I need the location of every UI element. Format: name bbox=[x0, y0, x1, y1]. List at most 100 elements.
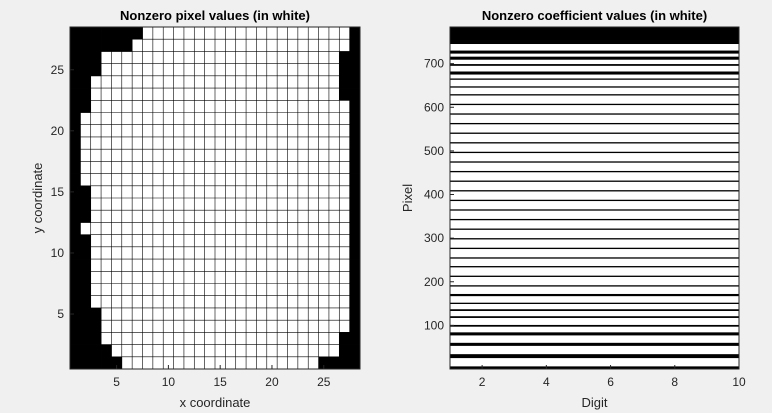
zero-coefficient-band bbox=[450, 342, 739, 346]
zero-pixel-cell bbox=[80, 75, 92, 89]
pixel-x-ticks: 5 10 15 20 25 bbox=[113, 365, 331, 389]
pixel-x-tick-label: 15 bbox=[213, 375, 227, 389]
coefficient-bands bbox=[450, 27, 739, 369]
zero-coefficient-band bbox=[450, 64, 739, 66]
zero-pixel-cell bbox=[70, 88, 81, 101]
zero-pixel-cell bbox=[80, 39, 92, 52]
zero-pixel-cell bbox=[90, 39, 102, 52]
zero-pixel-cell bbox=[349, 307, 361, 321]
zero-coefficient-band bbox=[450, 302, 739, 305]
zero-pixel-cell bbox=[70, 295, 81, 309]
pixel-cells bbox=[70, 27, 361, 370]
zero-coefficient-band bbox=[450, 309, 739, 311]
zero-pixel-cell bbox=[111, 39, 123, 52]
zero-pixel-cell bbox=[339, 356, 350, 370]
zero-coefficient-band bbox=[450, 132, 739, 134]
zero-coefficient-band bbox=[450, 275, 739, 277]
zero-pixel-cell bbox=[70, 332, 81, 345]
zero-pixel-cell bbox=[80, 63, 92, 77]
coefficient-y-axis-label: Pixel bbox=[400, 184, 415, 212]
zero-pixel-cell bbox=[80, 246, 92, 260]
zero-pixel-cell bbox=[80, 320, 92, 333]
zero-pixel-cell bbox=[70, 271, 81, 284]
zero-pixel-cell bbox=[70, 356, 81, 370]
zero-pixel-cell bbox=[349, 332, 361, 345]
zero-pixel-cell bbox=[339, 51, 350, 64]
coefficient-x-tick-label: 8 bbox=[671, 375, 678, 389]
zero-pixel-cell bbox=[70, 173, 81, 187]
zero-pixel-cell bbox=[101, 39, 112, 52]
zero-pixel-cell bbox=[349, 210, 361, 223]
zero-pixel-cell bbox=[70, 63, 81, 77]
zero-coefficient-band bbox=[450, 293, 739, 297]
zero-pixel-cell bbox=[80, 295, 92, 309]
zero-coefficient-band bbox=[450, 103, 739, 106]
coefficient-plot-area bbox=[450, 27, 739, 369]
pixel-y-tick-label: 10 bbox=[51, 246, 65, 260]
zero-pixel-cell bbox=[90, 307, 102, 321]
zero-pixel-cell bbox=[90, 356, 102, 370]
zero-pixel-cell bbox=[349, 100, 361, 113]
zero-pixel-cell bbox=[339, 344, 350, 358]
zero-coefficient-band bbox=[450, 113, 739, 115]
pixel-x-tick-label: 10 bbox=[162, 375, 176, 389]
zero-pixel-cell bbox=[80, 283, 92, 297]
zero-pixel-cell bbox=[80, 198, 92, 211]
zero-pixel-cell bbox=[349, 88, 361, 101]
zero-pixel-cell bbox=[349, 259, 361, 272]
zero-coefficient-band bbox=[450, 50, 739, 54]
zero-pixel-cell bbox=[349, 112, 361, 126]
zero-pixel-cell bbox=[318, 356, 330, 370]
zero-coefficient-band bbox=[450, 257, 739, 259]
zero-pixel-cell bbox=[70, 222, 81, 235]
pixel-gridlines bbox=[70, 27, 360, 369]
zero-pixel-cell bbox=[349, 271, 361, 284]
zero-pixel-cell bbox=[70, 124, 81, 138]
zero-coefficient-band bbox=[450, 180, 739, 182]
coefficient-y-tick-label: 500 bbox=[424, 144, 444, 158]
zero-pixel-cell bbox=[349, 63, 361, 77]
zero-coefficient-band bbox=[450, 71, 739, 75]
zero-pixel-cell bbox=[80, 100, 92, 113]
zero-coefficient-band bbox=[450, 142, 739, 144]
coefficient-x-tick-label: 6 bbox=[607, 375, 614, 389]
zero-coefficient-band bbox=[450, 170, 739, 173]
coefficient-x-tick-label: 4 bbox=[543, 375, 550, 389]
zero-pixel-cell bbox=[111, 27, 123, 40]
coefficient-y-ticks: 100 200 300 400 500 600 700 bbox=[424, 57, 454, 332]
zero-coefficient-band bbox=[450, 218, 739, 221]
zero-pixel-cell bbox=[349, 283, 361, 297]
pixel-plot: 5 10 15 20 25 5 10 15 20 25 Nonzero pixel values… bbox=[30, 8, 361, 410]
coefficient-x-tick-label: 10 bbox=[732, 375, 746, 389]
pixel-plot-frame bbox=[69, 26, 361, 370]
zero-pixel-cell bbox=[349, 320, 361, 333]
zero-coefficient-band bbox=[450, 354, 739, 359]
zero-pixel-cell bbox=[80, 27, 92, 40]
coefficient-y-tick-label: 700 bbox=[424, 57, 444, 71]
zero-pixel-cell bbox=[70, 259, 81, 272]
pixel-y-axis-label: y coordinate bbox=[30, 163, 45, 234]
zero-coefficient-band bbox=[450, 366, 739, 369]
zero-pixel-cell bbox=[349, 246, 361, 260]
zero-coefficient-band bbox=[450, 94, 739, 96]
coefficient-x-tick-label: 2 bbox=[479, 375, 486, 389]
zero-pixel-cell bbox=[349, 234, 361, 248]
zero-coefficient-band bbox=[450, 151, 739, 154]
zero-coefficient-band bbox=[450, 27, 739, 45]
zero-coefficient-band bbox=[450, 228, 739, 230]
pixel-y-tick-label: 25 bbox=[51, 63, 65, 77]
coefficient-x-ticks: 2 4 6 8 10 bbox=[479, 365, 746, 389]
zero-coefficient-band bbox=[450, 332, 739, 336]
zero-pixel-cell bbox=[349, 185, 361, 199]
zero-pixel-cell bbox=[80, 307, 92, 321]
zero-pixel-cell bbox=[101, 27, 112, 40]
zero-pixel-cell bbox=[349, 124, 361, 138]
coefficient-y-tick-label: 300 bbox=[424, 231, 444, 245]
zero-pixel-cell bbox=[70, 185, 81, 199]
zero-pixel-cell bbox=[349, 51, 361, 64]
zero-pixel-cell bbox=[70, 344, 81, 358]
zero-coefficient-band bbox=[450, 324, 739, 327]
zero-pixel-cell bbox=[70, 51, 81, 64]
coefficient-x-axis-label: Digit bbox=[581, 395, 607, 410]
zero-pixel-cell bbox=[349, 27, 361, 40]
